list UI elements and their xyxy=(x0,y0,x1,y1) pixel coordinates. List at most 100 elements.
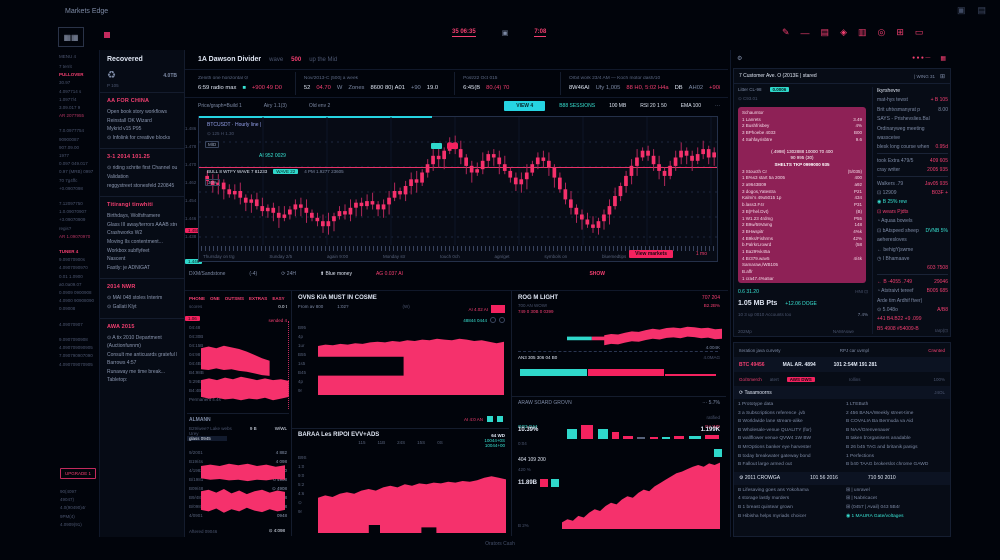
left-nav-item[interactable]: 30.97 xyxy=(59,80,71,86)
left-nav-item[interactable]: 4.097714 s xyxy=(59,88,82,94)
panel-f-candle-boxes[interactable] xyxy=(567,425,719,439)
order-book-row[interactable]: 1 B%s3 start 5a 2005 400 xyxy=(742,175,862,181)
left-nav-item[interactable]: +3.09070909 xyxy=(59,217,86,223)
stat-row[interactable]: Ordinaryweg meeting xyxy=(877,125,925,132)
show-link[interactable]: SHOW xyxy=(589,271,605,277)
session-time-b[interactable]: 7:08 xyxy=(534,29,547,37)
ticker-item[interactable]: 101 2:54M 191 281 xyxy=(833,361,878,368)
left-nav-item[interactable]: 3.09.017 9 xyxy=(59,105,81,111)
switch-link[interactable]: Go/Smerch xyxy=(739,376,762,382)
order-book-row[interactable]: 2 a9643B09 a92 xyxy=(742,182,862,188)
pink-box-icon[interactable] xyxy=(491,305,505,313)
left-nav-item[interactable]: 90(4097 xyxy=(60,489,77,494)
left-nav-item[interactable]: 70 7g4ffc xyxy=(59,177,78,183)
left-nav-item[interactable]: 7.0.0977754 xyxy=(59,128,85,134)
sidebar-section-header[interactable]: AWA 2015 xyxy=(107,323,135,330)
toolbar-item[interactable]: Airy 1.1(3) xyxy=(263,103,287,109)
left-nav-item[interactable]: 0.097 049.017 xyxy=(59,161,88,167)
sidebar-section-header[interactable]: 3-1 2014 101.25 xyxy=(107,154,151,161)
circle-icon[interactable] xyxy=(490,317,496,323)
stat-row[interactable]: ◔ Atstraivt tereef B005 685 xyxy=(877,288,948,295)
header-action-icon[interactable]: ▥ xyxy=(857,27,867,37)
stat-row[interactable]: cray writer 2005 935 xyxy=(877,167,948,174)
header-action-icon[interactable]: ◎ xyxy=(877,27,886,37)
stat-row[interactable]: aeheresloves xyxy=(877,237,907,244)
sidebar-section-item[interactable]: ⊙ riding schrite first Channel out xyxy=(107,165,177,172)
panel-a-ribbon-chart[interactable] xyxy=(201,323,289,412)
activity-item[interactable]: B taken b'organisers anadable xyxy=(846,436,911,442)
left-nav-item[interactable] xyxy=(59,120,96,127)
activity-item[interactable]: B 26 b45 TAG and britanik panigs xyxy=(846,444,918,450)
aws-badge[interactable]: AWS DWS xyxy=(786,376,815,382)
left-nav-item[interactable]: PULLOVER xyxy=(59,72,84,78)
activity-item[interactable]: 2 456 BANA/Weekly street-time xyxy=(846,410,914,416)
panel-c-area-chart[interactable] xyxy=(318,323,504,400)
sidebar-section-item[interactable]: Validation xyxy=(107,173,129,180)
sidebar-section-item[interactable]: Crashworks W2 xyxy=(107,230,143,237)
activity-item[interactable]: B Fallout large armed out xyxy=(738,462,792,468)
left-nav-item[interactable]: 7 territ xyxy=(59,64,72,69)
limit-badge[interactable]: 0.0006 xyxy=(769,87,790,92)
left-nav-item[interactable]: regis? xyxy=(59,225,72,231)
settings-icon[interactable]: ⚙ xyxy=(737,55,743,62)
sidebar-section-item[interactable]: reggystreet stonesfeld 220845 xyxy=(107,182,175,189)
left-nav-item[interactable]: 7.12097750 xyxy=(59,201,83,207)
sidebar-section-item[interactable]: ⊙ Infolink for creative blocks xyxy=(107,134,171,141)
panel-e-stacked-bar[interactable] xyxy=(520,369,718,376)
panel-link[interactable]: ONE xyxy=(210,296,220,301)
window-icon[interactable]: ▤ xyxy=(977,5,986,15)
stat-row[interactable]: +41 B4.B22 +9 .099 xyxy=(877,316,922,323)
pink-box-icon[interactable] xyxy=(540,479,549,487)
order-book-row[interactable]: 1 cra47.4%a5ar xyxy=(742,275,774,281)
order-book-row[interactable]: b.lass3.F4r P31 xyxy=(742,202,862,208)
order-book-row[interactable]: SHELTS TKP 0999000 935 xyxy=(774,161,830,167)
sidebar-section-item[interactable]: ⊙ MAI 048 stoles Interim xyxy=(107,295,163,302)
header-action-icon[interactable]: — xyxy=(800,27,810,38)
activity-item[interactable]: 1 Prototype data xyxy=(738,402,774,407)
left-nav-item[interactable] xyxy=(59,193,96,200)
pink-pill[interactable] xyxy=(447,143,458,149)
left-nav-item[interactable] xyxy=(59,314,96,321)
left-nav-item[interactable]: a0.0a09.07 xyxy=(59,281,82,287)
sidebar-section-item[interactable]: Birthdays, Wolfsframere xyxy=(107,213,161,220)
stat-row[interactable] xyxy=(877,175,948,180)
left-nav-item[interactable]: 1.0977/4 xyxy=(59,96,77,102)
candlestick-chart[interactable] xyxy=(199,117,717,256)
teal-pill[interactable] xyxy=(431,143,442,149)
sidebar-section-item[interactable]: Reinstall OK Wizard xyxy=(107,117,152,124)
order-book-row[interactable]: 3 BHwspitr 4%k xyxy=(742,228,862,234)
sidebar-section-item[interactable]: Glass III away/terrors AAAB stream xyxy=(107,221,177,228)
left-nav-item[interactable]: 4.09070907 xyxy=(59,321,83,327)
stat-row[interactable]: ⊡ 12909 B03F + xyxy=(877,190,948,197)
panel-b-selected-row[interactable]: glass 0945 xyxy=(187,436,227,441)
teal-box-icon[interactable] xyxy=(497,416,503,422)
stat-row[interactable]: B5 4908 #54009-B xyxy=(877,325,919,332)
expand-icon[interactable]: ⊞ xyxy=(939,73,945,80)
panel-f-area-chart[interactable] xyxy=(562,447,720,534)
stat-row[interactable]: ◉ B 25% rew xyxy=(877,199,907,206)
order-book-row[interactable]: 3 Stoucth Cr (5/035) xyxy=(742,168,862,174)
sidebar-section-item[interactable]: Tabletop: xyxy=(107,377,128,384)
header-action-icon[interactable]: ⊞ xyxy=(896,27,904,37)
percent-chip[interactable]: 30% xyxy=(205,179,221,186)
header-action-icon[interactable]: ▤ xyxy=(820,27,830,37)
toolbar-item[interactable]: Old env 2 xyxy=(308,103,331,109)
sidebar-section-item[interactable]: Moving IIs contentment... xyxy=(107,238,163,245)
panel-link[interactable]: EXTRAS xyxy=(249,296,268,301)
stat-row[interactable]: Ikyrshevre xyxy=(877,88,901,94)
order-book-row[interactable]: Schaumtor xyxy=(742,110,764,115)
stat-row[interactable]: Arde tim Ardhif fiver) xyxy=(877,297,923,304)
order-book-row[interactable]: 2 Bushfrisbey 4% xyxy=(742,123,862,129)
header-action-icon[interactable]: ▭ xyxy=(914,27,924,37)
stat-row[interactable]: ⊡ bAtspeed sheep DVNB 5% xyxy=(877,227,948,234)
left-nav-item[interactable]: 1977 xyxy=(59,153,70,159)
activity-link[interactable]: Crwnted xyxy=(928,347,945,353)
left-nav-item[interactable]: 4.0907090970 xyxy=(59,265,88,271)
order-book-row[interactable]: 1 W1.23 4rdmg P55 xyxy=(742,215,862,221)
session-time-a[interactable]: 35 06:35 xyxy=(452,29,476,37)
left-nav-item[interactable]: +0.0907098 xyxy=(59,185,83,191)
toolbar-item[interactable]: Price/graph=Build 1 xyxy=(198,103,242,109)
sidebar-section-item[interactable]: Runaway me time break... xyxy=(107,368,166,375)
order-book-row[interactable]: 4 B9ks/Fishrms 42% xyxy=(742,235,862,241)
stat-row[interactable] xyxy=(877,273,948,278)
